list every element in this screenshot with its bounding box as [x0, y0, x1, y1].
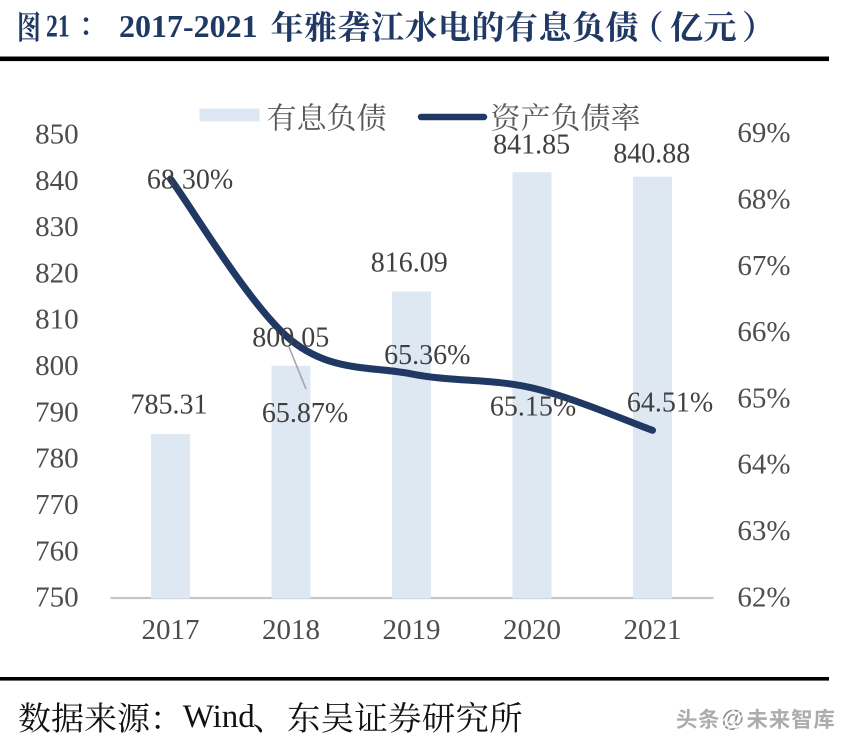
svg-text:770: 770	[35, 489, 79, 521]
svg-text:@: @	[722, 706, 744, 732]
svg-text:780: 780	[35, 443, 79, 475]
svg-text:2021: 2021	[624, 614, 682, 646]
svg-text:66%: 66%	[737, 316, 790, 348]
svg-text:65.15%: 65.15%	[490, 392, 576, 423]
svg-text:760: 760	[35, 535, 79, 567]
svg-text:816.09: 816.09	[371, 248, 448, 279]
svg-text:68.30%: 68.30%	[147, 165, 233, 196]
svg-text:750: 750	[35, 582, 79, 614]
svg-text:820: 820	[35, 257, 79, 289]
svg-text:Wind: Wind	[183, 699, 255, 735]
svg-text:67%: 67%	[737, 250, 790, 282]
svg-text:65%: 65%	[737, 382, 790, 414]
svg-text:785.31: 785.31	[131, 390, 208, 421]
svg-text:65.36%: 65.36%	[384, 340, 470, 371]
svg-text:830: 830	[35, 211, 79, 243]
svg-text:2018: 2018	[262, 614, 320, 646]
svg-text:840.88: 840.88	[613, 138, 690, 169]
svg-text:62%: 62%	[737, 581, 790, 613]
svg-text:790: 790	[35, 396, 79, 428]
svg-text:63%: 63%	[737, 515, 790, 547]
svg-text:64%: 64%	[737, 449, 790, 481]
svg-text:850: 850	[35, 119, 79, 151]
svg-text:65.87%: 65.87%	[262, 398, 348, 429]
svg-text:840: 840	[35, 165, 79, 197]
svg-text:800.05: 800.05	[252, 322, 329, 353]
svg-text:68%: 68%	[737, 184, 790, 216]
svg-text:810: 810	[35, 304, 79, 336]
svg-text:2017: 2017	[142, 614, 200, 646]
svg-text:64.51%: 64.51%	[627, 388, 713, 419]
svg-text:2019: 2019	[383, 614, 441, 646]
svg-text:2017-2021: 2017-2021	[119, 8, 258, 44]
svg-text:841.85: 841.85	[493, 130, 570, 161]
svg-text:21: 21	[46, 9, 70, 44]
svg-text:69%: 69%	[737, 117, 790, 149]
svg-text:800: 800	[35, 350, 79, 382]
svg-text:2020: 2020	[503, 614, 561, 646]
